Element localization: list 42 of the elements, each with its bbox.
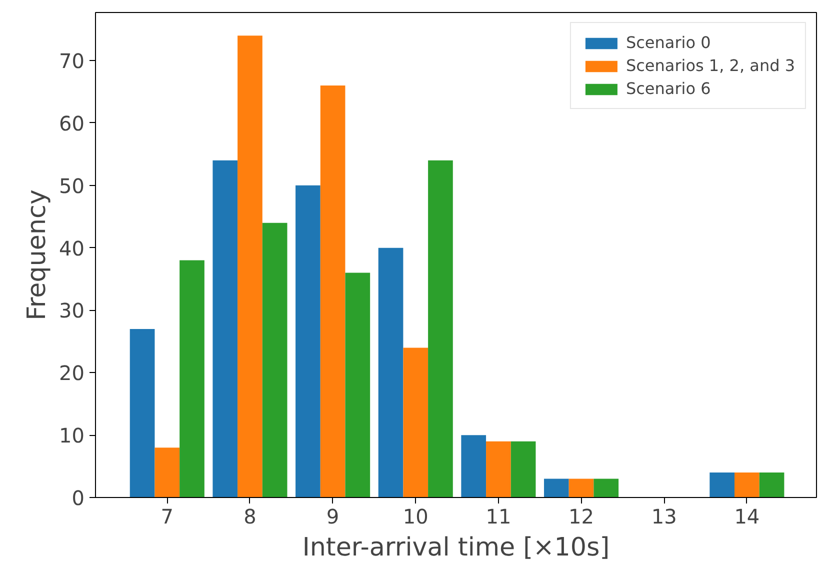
- bar: [296, 185, 320, 498]
- x-tick-label: 13: [651, 504, 677, 528]
- bar: [180, 260, 204, 498]
- bar: [212, 160, 238, 498]
- bar: [238, 36, 262, 498]
- x-tick-label: 14: [734, 504, 760, 528]
- bar: [486, 441, 511, 498]
- bar: [428, 160, 453, 498]
- bar: [734, 472, 760, 498]
- x-tick-label: 12: [568, 504, 594, 528]
- bar: [594, 478, 619, 498]
- y-tick-label: 60: [59, 111, 85, 136]
- bar: [130, 328, 155, 498]
- y-tick-label: 10: [59, 424, 85, 448]
- bar: [403, 348, 428, 498]
- y-tick-label: 0: [72, 486, 85, 510]
- y-tick-label: 30: [59, 298, 85, 323]
- bar: [510, 441, 536, 498]
- bar: [710, 472, 734, 498]
- legend-label: Scenarios 1, 2, and 3: [626, 56, 795, 75]
- bar: [378, 248, 404, 498]
- y-tick-label: 70: [59, 49, 85, 74]
- bar: [320, 86, 346, 498]
- bar: [568, 478, 594, 498]
- bar: [345, 272, 370, 498]
- x-axis-title: Inter-arrival time [×10s]: [302, 532, 610, 562]
- y-tick-label: 40: [59, 236, 85, 260]
- x-tick-label: 7: [160, 504, 174, 528]
- bar: [759, 472, 784, 498]
- x-tick-label: 9: [326, 504, 340, 528]
- bar: [461, 435, 486, 498]
- x-tick-label: 8: [244, 504, 256, 528]
- y-axis-title: Frequency: [21, 190, 52, 320]
- y-tick-label: 50: [59, 174, 85, 198]
- bar: [262, 222, 288, 498]
- bar: [154, 448, 180, 498]
- y-tick-label: 20: [59, 361, 85, 386]
- x-tick-label: 11: [486, 504, 512, 528]
- x-tick-label: 10: [402, 504, 428, 528]
- bar: [544, 478, 569, 498]
- legend-label: Scenario 6: [626, 79, 711, 98]
- legend-label: Scenario 0: [626, 33, 711, 52]
